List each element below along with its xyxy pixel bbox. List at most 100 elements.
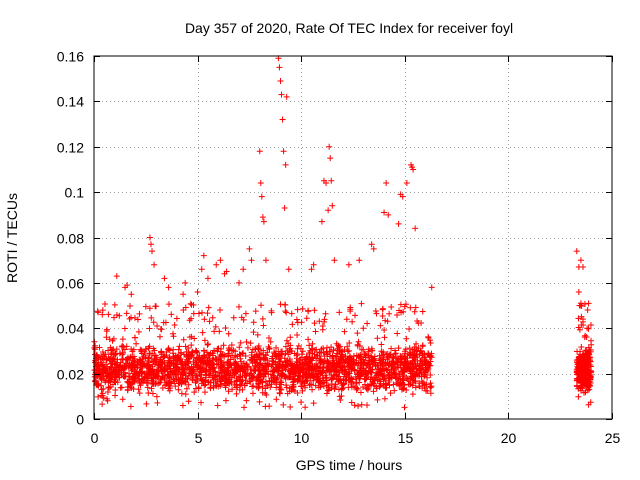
data-point bbox=[330, 347, 337, 354]
data-point bbox=[381, 334, 388, 341]
data-points bbox=[91, 55, 595, 411]
data-point bbox=[194, 376, 201, 383]
data-point bbox=[327, 155, 334, 162]
data-point bbox=[383, 384, 390, 391]
data-point bbox=[180, 336, 187, 343]
data-point bbox=[198, 371, 205, 378]
data-point bbox=[119, 364, 126, 371]
data-point bbox=[328, 372, 335, 379]
data-point bbox=[179, 364, 186, 371]
data-point bbox=[279, 370, 286, 377]
data-point bbox=[336, 393, 343, 400]
data-point bbox=[124, 360, 131, 367]
data-point bbox=[322, 358, 329, 365]
data-point bbox=[201, 337, 208, 344]
data-point bbox=[397, 301, 404, 308]
data-point bbox=[276, 64, 283, 71]
data-point bbox=[287, 367, 294, 374]
data-point bbox=[236, 386, 243, 393]
data-point bbox=[210, 361, 217, 368]
data-point bbox=[395, 372, 402, 379]
data-point bbox=[196, 310, 203, 317]
data-point bbox=[263, 382, 270, 389]
data-point bbox=[112, 368, 119, 375]
data-point bbox=[582, 389, 589, 396]
data-point bbox=[279, 116, 286, 123]
data-point bbox=[248, 371, 255, 378]
data-point bbox=[143, 374, 150, 381]
data-point bbox=[207, 379, 214, 386]
data-point bbox=[410, 377, 417, 384]
data-point bbox=[339, 382, 346, 389]
data-point bbox=[278, 379, 285, 386]
data-point bbox=[185, 398, 192, 405]
data-point bbox=[213, 383, 220, 390]
data-point bbox=[195, 384, 202, 391]
data-point bbox=[202, 377, 209, 384]
data-point bbox=[273, 396, 280, 403]
data-point bbox=[262, 403, 269, 410]
data-point bbox=[299, 373, 306, 380]
data-point bbox=[240, 350, 247, 357]
data-point bbox=[366, 365, 373, 372]
data-point bbox=[314, 373, 321, 380]
data-point bbox=[183, 353, 190, 360]
data-point bbox=[365, 348, 372, 355]
data-point bbox=[142, 355, 149, 362]
data-point bbox=[332, 381, 339, 388]
data-point bbox=[99, 401, 106, 408]
data-point bbox=[137, 382, 144, 389]
data-point bbox=[386, 310, 393, 317]
data-point bbox=[318, 369, 325, 376]
data-point bbox=[312, 355, 319, 362]
data-point bbox=[308, 373, 315, 380]
data-point bbox=[378, 341, 385, 348]
data-point bbox=[294, 359, 301, 366]
data-point bbox=[391, 373, 398, 380]
data-point bbox=[399, 358, 406, 365]
data-point bbox=[165, 345, 172, 352]
data-point bbox=[323, 390, 330, 397]
data-point bbox=[400, 308, 407, 315]
data-point bbox=[427, 371, 434, 378]
data-point bbox=[233, 390, 240, 397]
data-point bbox=[182, 279, 189, 286]
data-point bbox=[278, 91, 285, 98]
data-point bbox=[128, 291, 135, 298]
data-point bbox=[370, 388, 377, 395]
data-point bbox=[425, 333, 432, 340]
data-point bbox=[165, 284, 172, 291]
data-point bbox=[336, 309, 343, 316]
x-tick-label: 0 bbox=[91, 430, 99, 446]
data-point bbox=[146, 325, 153, 332]
data-point bbox=[348, 376, 355, 383]
data-point bbox=[288, 310, 295, 317]
data-point bbox=[92, 351, 99, 358]
data-point bbox=[299, 387, 306, 394]
data-point bbox=[164, 362, 171, 369]
data-point bbox=[95, 367, 102, 374]
data-point bbox=[379, 359, 386, 366]
data-point bbox=[146, 365, 153, 372]
data-point bbox=[319, 326, 326, 333]
data-point bbox=[309, 340, 316, 347]
data-point bbox=[258, 193, 265, 200]
data-point bbox=[180, 291, 187, 298]
data-point bbox=[419, 308, 426, 315]
data-point bbox=[110, 381, 117, 388]
data-point bbox=[322, 310, 329, 317]
data-point bbox=[140, 375, 147, 382]
data-point bbox=[153, 379, 160, 386]
data-point bbox=[293, 355, 300, 362]
data-point bbox=[194, 349, 201, 356]
data-point bbox=[270, 372, 277, 379]
data-point bbox=[339, 353, 346, 360]
data-point bbox=[287, 404, 294, 411]
x-tick-label: 15 bbox=[398, 430, 414, 446]
data-point bbox=[178, 371, 185, 378]
data-point bbox=[217, 370, 224, 377]
data-point bbox=[318, 349, 325, 356]
data-point bbox=[587, 321, 594, 328]
data-point bbox=[344, 343, 351, 350]
data-point bbox=[135, 328, 142, 335]
